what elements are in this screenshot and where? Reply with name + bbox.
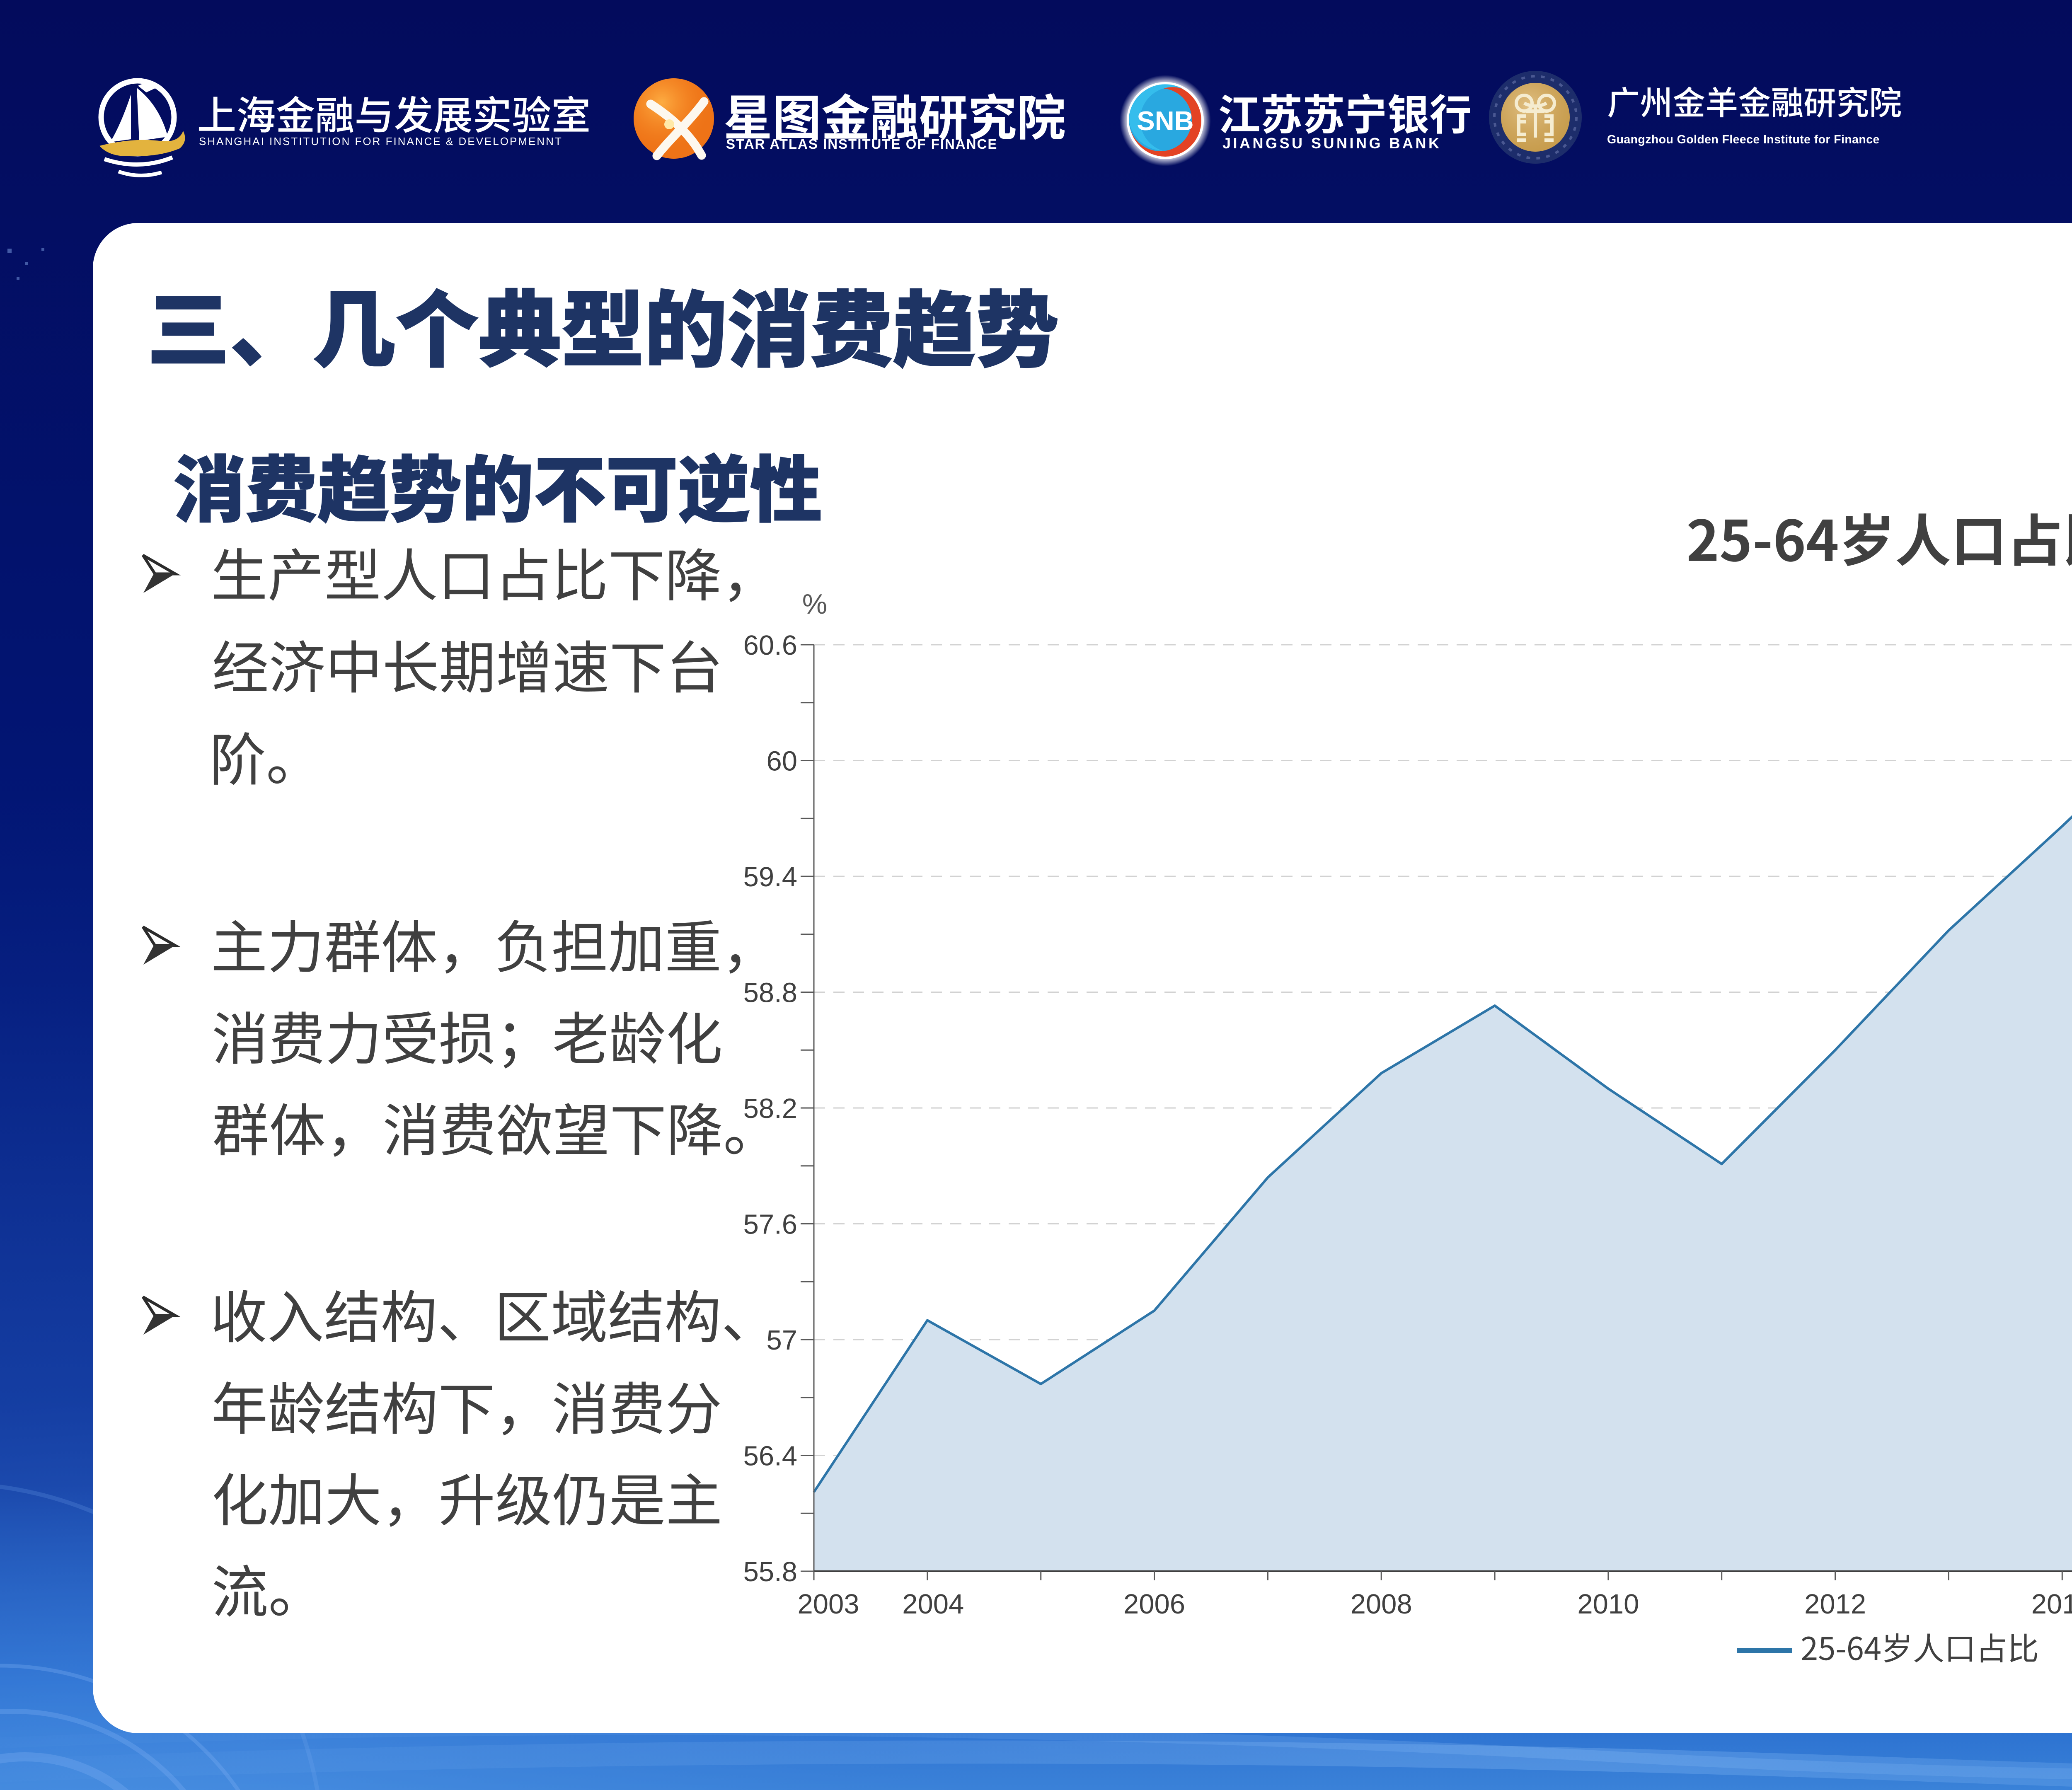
svg-text:2012: 2012 (1804, 1589, 1866, 1620)
svg-text:55.8: 55.8 (743, 1556, 797, 1587)
svg-text:2010: 2010 (1577, 1589, 1639, 1620)
svg-text:2003: 2003 (797, 1589, 859, 1620)
svg-text:60.6: 60.6 (743, 630, 797, 661)
svg-text:JIANGSU SUNING BANK: JIANGSU SUNING BANK (1222, 135, 1442, 152)
svg-text:59.4: 59.4 (743, 861, 797, 893)
svg-text:57.6: 57.6 (743, 1209, 797, 1240)
svg-text:58.2: 58.2 (743, 1093, 797, 1124)
svg-text:Guangzhou Golden Fleece Instit: Guangzhou Golden Fleece Institute for Fi… (1607, 133, 1880, 146)
svg-text:%: % (802, 588, 827, 620)
svg-text:STAR ATLAS INSTITUTE OF FINANC: STAR ATLAS INSTITUTE OF FINANCE (726, 136, 997, 152)
svg-text:2008: 2008 (1351, 1589, 1412, 1620)
svg-text:58.8: 58.8 (743, 977, 797, 1009)
svg-text:56.4: 56.4 (743, 1441, 797, 1472)
svg-text:SNB: SNB (1137, 106, 1193, 136)
svg-text:2006: 2006 (1123, 1589, 1185, 1620)
svg-text:2014: 2014 (2031, 1589, 2072, 1620)
svg-text:57: 57 (766, 1325, 797, 1356)
svg-text:SHANGHAI INSTITUTION FOR FINAN: SHANGHAI INSTITUTION FOR FINANCE & DEVEL… (199, 135, 563, 148)
svg-text:2004: 2004 (902, 1589, 964, 1620)
svg-text:60: 60 (766, 746, 797, 777)
